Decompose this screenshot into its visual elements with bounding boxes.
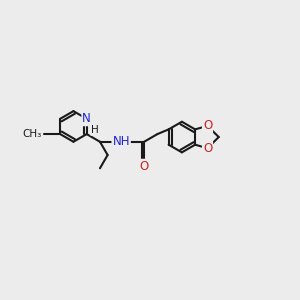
Text: NH: NH [112,135,130,148]
Text: O: O [140,160,149,173]
Text: CH₃: CH₃ [22,129,42,139]
Text: O: O [203,142,212,155]
Text: O: O [203,119,212,132]
Text: H: H [91,125,98,135]
Text: N: N [82,112,91,125]
